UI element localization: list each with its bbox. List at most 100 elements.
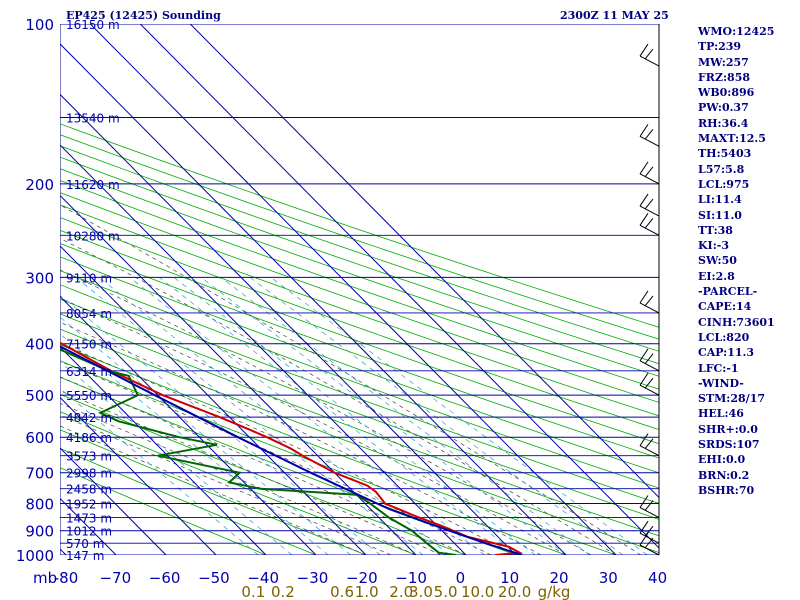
- dry-adiabat-line: [60, 168, 659, 377]
- wind-barb: [639, 433, 660, 457]
- valid-time: 2300Z 11 MAY 25: [560, 9, 669, 22]
- temperature-tick-label: −50: [198, 569, 230, 587]
- height-label: 11620 m: [66, 178, 120, 192]
- height-label: 147 m: [66, 549, 104, 563]
- wind-barb: [639, 193, 660, 217]
- wind-barb-shaft: [639, 384, 660, 396]
- temperature-profile-line: [60, 341, 524, 555]
- wind-barb: [639, 290, 660, 314]
- isotherm-line: [139, 24, 659, 549]
- moist-adiabat-line: [60, 321, 542, 555]
- wind-barb: [639, 532, 660, 556]
- temperature-tick-label: -80: [54, 569, 79, 587]
- isotherm-line: [189, 24, 659, 499]
- index-item: L57:5.8: [698, 162, 745, 176]
- mixing-ratio-line: [60, 316, 352, 555]
- wind-barb: [639, 372, 660, 396]
- pressure-tick-label: 300: [25, 269, 54, 287]
- wind-barb-flag: [639, 43, 649, 57]
- dry-adiabat-line: [60, 243, 659, 459]
- mixing-ratio-line: [249, 277, 624, 555]
- mixing-ratio-label: 0.1: [241, 583, 265, 600]
- mixing-ratio-label: 0.2: [271, 583, 295, 600]
- index-item: SHR+:0.0: [698, 422, 758, 436]
- temperature-tick-label: 20: [549, 569, 568, 587]
- isotherm-line: [60, 396, 217, 555]
- wind-barb-flag: [644, 377, 654, 389]
- mixing-ratio-label: 20.0: [498, 583, 531, 600]
- wind-barb: [639, 213, 660, 236]
- wind-barb-shaft: [639, 205, 660, 217]
- height-label: 13540 m: [66, 112, 120, 126]
- mixing-ratio-line: [200, 277, 567, 555]
- dry-adiabat-line: [60, 145, 659, 352]
- moist-adiabat-line: [60, 425, 367, 555]
- index-item: BSHR:70: [698, 483, 755, 497]
- stability-indices-list: WMO:12425 TP:239 MW:257 FRZ:858 WB0:896 PW:0.…: [698, 24, 775, 498]
- temperature-tick-label: −10: [395, 569, 427, 587]
- index-item: CAPE:14: [698, 300, 752, 314]
- wind-barb-shaft: [639, 135, 660, 147]
- height-label: 1012 m: [66, 525, 112, 539]
- wind-barb-shaft: [639, 302, 660, 314]
- temperature-tick-label: 10: [500, 569, 519, 587]
- dry-adiabat-line: [60, 256, 659, 474]
- index-item: LFC:-1: [698, 361, 739, 375]
- pressure-tick-label: 800: [25, 496, 54, 514]
- index-item: LI:11.4: [698, 193, 742, 207]
- wind-barb-flag: [644, 500, 654, 511]
- index-item: LCL:975: [698, 177, 750, 191]
- pressure-tick-label: 600: [25, 429, 54, 447]
- index-item: FRZ:858: [698, 70, 751, 84]
- wind-barb-flag: [644, 217, 654, 229]
- index-item: HEL:46: [698, 407, 744, 421]
- temperature-tick-label: −70: [99, 569, 131, 587]
- pressure-tick-label: 900: [25, 523, 54, 541]
- station-title: EP425 (12425) Sounding: [66, 9, 221, 22]
- index-item: PW:0.37: [698, 101, 749, 115]
- temperature-tick-label: −20: [346, 569, 378, 587]
- wind-barb: [639, 520, 660, 544]
- dry-adiabat-line: [60, 298, 659, 520]
- wind-barb-flag: [639, 290, 649, 304]
- wind-barb-flag: [644, 129, 654, 140]
- index-item: TP:239: [698, 40, 742, 54]
- dry-adiabat-line: [60, 429, 367, 555]
- wind-barb-flag: [639, 124, 649, 137]
- wind-barb-shaft: [639, 224, 660, 236]
- height-label: 9110 m: [66, 271, 112, 285]
- height-label: 1473 m: [66, 512, 112, 526]
- temperature-tick-label: 40: [648, 569, 667, 587]
- index-item: SRDS:107: [698, 438, 760, 452]
- dry-adiabat-line: [60, 123, 659, 328]
- parcel-profile-line: [60, 345, 523, 555]
- temperature-tick-label: −60: [149, 569, 181, 587]
- height-label: 10280 m: [66, 229, 120, 243]
- wind-barb-shaft: [639, 532, 660, 544]
- index-item: SW:50: [698, 254, 737, 268]
- wind-barb-flag: [639, 520, 649, 534]
- wind-barb-flag: [639, 495, 649, 508]
- height-label: 4842 m: [66, 411, 112, 425]
- wind-barb: [639, 124, 660, 147]
- moist-adiabat-line: [60, 414, 392, 555]
- pressure-tick-label: 1000: [16, 547, 54, 565]
- wind-barb-shaft: [639, 507, 660, 518]
- height-label: 2998 m: [66, 467, 112, 481]
- index-item: BRN:0.2: [698, 468, 750, 482]
- isotherm-line: [60, 93, 517, 555]
- moist-adiabat-line: [60, 297, 567, 555]
- dry-adiabat-line: [60, 192, 659, 403]
- isotherm-line: [60, 295, 317, 555]
- mixing-ratio-label: 3.0: [409, 583, 433, 600]
- index-item: CINH:73601: [698, 315, 775, 329]
- mixing-ratio-label: 10.0: [461, 583, 494, 600]
- wind-barb-shaft: [639, 55, 660, 67]
- index-item: SI:11.0: [698, 208, 742, 222]
- height-label: 570 m: [66, 537, 104, 551]
- wind-barb-flag: [639, 372, 649, 386]
- index-item: LCL:820: [698, 330, 750, 344]
- index-item: RH:36.4: [698, 116, 749, 130]
- isotherm-line: [60, 43, 567, 555]
- height-label: 6314 m: [66, 365, 112, 379]
